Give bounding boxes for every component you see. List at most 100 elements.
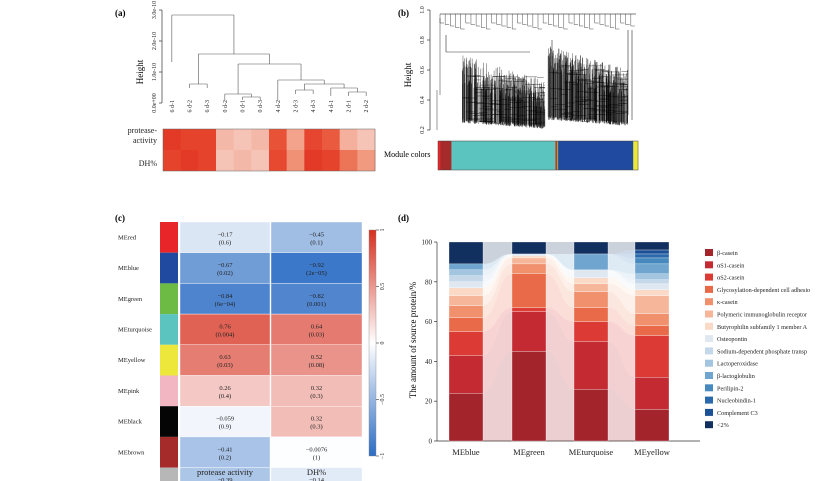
a-y-tick-label: 1.0e-10 <box>152 63 158 81</box>
d-flow-band <box>608 321 635 378</box>
a-leaf-label: 2 d-2 <box>364 100 370 113</box>
d-bar-segment <box>573 241 609 255</box>
d-y-tick-label: 80 <box>425 278 433 286</box>
c-heat-cell <box>270 406 363 438</box>
c-row-label: MEgreen <box>118 296 143 303</box>
c-heat-cell <box>270 313 363 346</box>
c-cell-pvalue: (0.3) <box>310 393 322 400</box>
d-flow-band <box>608 291 635 326</box>
d-legend-label: Sodium-dependent phosphate transp <box>717 348 807 355</box>
a-heat-cell <box>286 129 305 150</box>
c-column-label: DH% <box>307 467 326 477</box>
d-x-tick-label: MEturquoise <box>569 447 614 457</box>
d-bar-segment <box>448 331 484 356</box>
c-heat-cell <box>179 344 271 376</box>
c-cell-pvalue: (1) <box>313 454 321 461</box>
d-bar-segment <box>634 313 670 326</box>
a-heat-cell <box>339 129 358 150</box>
c-cell-pvalue: (0.03) <box>309 331 325 338</box>
d-legend-label: αS2-casein <box>717 275 744 282</box>
d-legend-label: Nucleobindin-1 <box>717 398 756 405</box>
d-flow-band <box>483 253 512 276</box>
panel-a-dendrogram <box>171 14 367 100</box>
d-flow-band <box>546 351 574 441</box>
d-legend-label: Lactoperoxidase <box>717 361 758 368</box>
a-heat-cell <box>180 150 199 171</box>
module-colors-label: Module colors <box>384 150 430 159</box>
d-bar-segment <box>448 263 484 271</box>
d-flow-band <box>546 253 574 278</box>
a-heat-cell <box>251 129 270 150</box>
d-legend-label: Polymeric immunoglobulin receptor <box>717 312 807 319</box>
a-heat-cell <box>233 129 252 150</box>
d-flow-band <box>608 283 635 314</box>
d-flow-band <box>608 341 635 410</box>
panel-b-dendrogram <box>436 13 636 130</box>
c-row-label: MEred <box>118 234 137 241</box>
d-bar-segment <box>573 283 609 292</box>
panel-d-label: (d) <box>398 213 409 223</box>
d-bar-segment <box>634 253 670 259</box>
panel-c-label: (c) <box>115 213 125 223</box>
d-y-tick-label: 60 <box>425 318 433 326</box>
c-cell-value: −0.14 <box>309 477 325 481</box>
panel-c-row-labels: MEred MEblue MEgreen MEturquoise MEyellow MEp… <box>118 234 152 481</box>
d-flow-band <box>483 257 512 306</box>
d-y-tick-label: 40 <box>425 358 433 366</box>
d-y-tick-label: 0 <box>429 438 433 446</box>
a-leaf-label: 6 d-1 <box>170 100 176 113</box>
a-y-tick-label: 3.0e-10 <box>152 1 158 19</box>
d-flow-band <box>608 277 635 296</box>
d-bar-segment <box>634 325 670 336</box>
panel-b-label: (b) <box>398 8 409 18</box>
a-y-tick-label: 2.0e-10 <box>152 32 158 50</box>
a-heat-cell <box>286 150 305 171</box>
c-row-label: MEblue <box>118 265 139 272</box>
c-heat-cell <box>179 406 271 438</box>
a-heat-cell <box>304 129 323 150</box>
c-row-label: MEgrey <box>118 480 140 481</box>
d-bar-segment <box>448 275 484 282</box>
panel-d-ylabel: The amount of source protein/% <box>408 281 418 398</box>
a-heat-cell <box>357 129 376 150</box>
c-module-swatch <box>160 467 178 481</box>
b-y-tick-label: 1.0 <box>420 6 426 14</box>
d-bar-segment <box>634 263 670 274</box>
c-cell-value: 0.63 <box>219 354 230 361</box>
d-bar-segment <box>634 279 670 284</box>
c-cell-value: −0.84 <box>217 293 233 300</box>
d-flow-band <box>546 273 574 322</box>
a-heat-cell <box>322 129 341 150</box>
c-heat-cell <box>179 313 271 346</box>
d-legend-label: Osteopontin <box>717 336 747 343</box>
c-cell-pvalue: (0.001) <box>307 301 326 308</box>
panel-c-heatmap-cells: −0.17(0.6) −0.45(0.1) −0.67(0.02) −0.92(2e−… <box>179 221 363 481</box>
d-bar-segment <box>573 389 609 442</box>
d-flow-band <box>483 255 512 296</box>
c-module-swatch <box>160 222 178 253</box>
c-module-swatch <box>160 436 178 468</box>
d-y-tick-label: 20 <box>425 398 433 406</box>
a-heat-cell <box>198 150 217 171</box>
d-flow-band <box>483 253 512 288</box>
a-heat-cell <box>163 150 182 171</box>
d-bar-segment <box>511 307 547 312</box>
a-heat-cell <box>322 150 341 171</box>
d-legend-swatch <box>705 384 713 392</box>
c-heat-cell <box>270 436 363 468</box>
panel-b: (b) Height 0.2 0.4 0.6 0.8 1.0 Module colors <box>384 6 639 171</box>
c-heat-cell <box>270 344 363 376</box>
d-legend-label: Butyrophilin subfamily 1 member A <box>717 324 808 331</box>
d-legend-swatch <box>705 261 713 269</box>
a-heat-cell <box>180 129 199 150</box>
c-module-swatch <box>160 283 178 315</box>
d-flow-band <box>483 242 512 264</box>
d-flow-band <box>608 253 635 264</box>
d-legend-swatch <box>705 249 713 256</box>
c-cell-value: −0.92 <box>309 262 324 269</box>
d-legend-label: β-lactoglobulin <box>717 373 755 380</box>
panel-c-colorbar: 1 0.5 0 −0.5 −1 <box>368 229 386 459</box>
c-heat-cell <box>270 375 363 407</box>
a-heat-border <box>162 128 376 172</box>
c-module-swatch <box>160 314 178 345</box>
